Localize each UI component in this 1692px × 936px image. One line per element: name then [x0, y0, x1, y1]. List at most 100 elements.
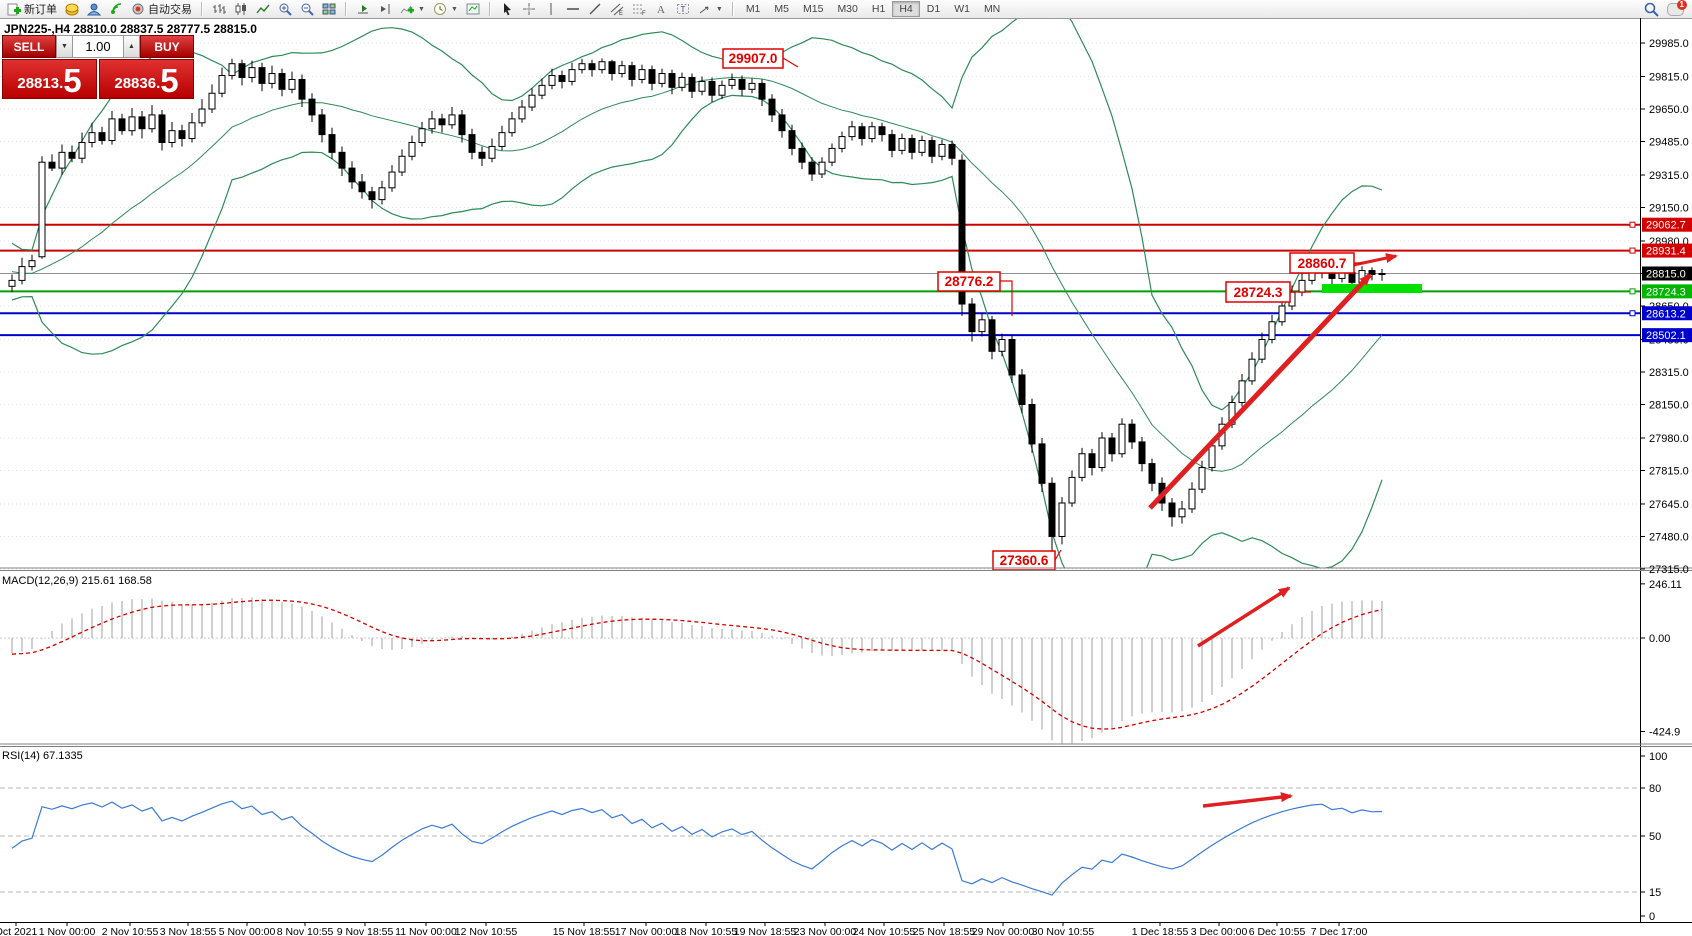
chart-shift-button[interactable] — [374, 1, 396, 17]
gridlines — [0, 42, 1640, 570]
price-badge — [1642, 217, 1692, 232]
annotation-box[interactable] — [937, 271, 1001, 292]
chart-window[interactable]: JPN225-,H4 28810.0 28837.5 28777.5 28815… — [0, 18, 1692, 936]
price-badge-label: 28724.3 — [1646, 286, 1686, 298]
horizontal-line-tool-button[interactable] — [562, 1, 584, 17]
timeframe-button-m15[interactable]: M15 — [796, 1, 830, 17]
candle-body — [308, 98, 316, 116]
channel-tool-button[interactable]: E — [606, 1, 628, 17]
bar-chart-button[interactable] — [208, 1, 230, 17]
text-tool-button[interactable]: A — [650, 1, 672, 17]
zoom-out-button[interactable] — [296, 1, 318, 17]
candle-body — [778, 114, 786, 132]
timeframe-button-mn[interactable]: MN — [977, 1, 1007, 17]
sell-price-big-digit: 5 — [63, 62, 82, 99]
rsi-axis-label: 15 — [1649, 887, 1661, 899]
autotrading-label: 自动交易 — [148, 4, 192, 16]
price-badge-label: 28815.0 — [1646, 268, 1686, 280]
chart-canvas[interactable]: MACD(12,26,9) 215.61 168.58 RSI(14) 67.13… — [0, 18, 1692, 936]
zoom-in-button[interactable] — [274, 1, 296, 17]
buy-price-box[interactable]: 28836. 5 — [99, 59, 194, 99]
macd-axis-label: -424.9 — [1649, 726, 1680, 738]
horizontal-level-lines — [0, 221, 1640, 337]
candle-body — [1088, 453, 1096, 469]
price-badge — [1642, 266, 1692, 281]
candle-body — [1178, 508, 1186, 518]
timeframe-button-m1[interactable]: M1 — [739, 1, 768, 17]
bollinger-lower-band — [11, 94, 1383, 568]
candle-body — [1368, 270, 1376, 275]
templates-button[interactable] — [462, 1, 484, 17]
candle-body — [998, 338, 1006, 352]
candle-body — [48, 161, 56, 169]
buy-button[interactable]: BUY — [140, 35, 194, 58]
periods-button[interactable]: ▼ — [429, 1, 462, 17]
new-order-button[interactable]: 新订单 — [3, 1, 61, 17]
annotation-box[interactable] — [722, 48, 784, 69]
text-label-tool-button[interactable]: T — [672, 1, 694, 17]
candle-body — [538, 84, 546, 96]
candle-chart-button[interactable] — [230, 1, 252, 17]
deposit-button[interactable] — [61, 1, 83, 17]
sell-button[interactable]: SELL — [2, 35, 56, 58]
candles — [8, 58, 1386, 561]
candle-body — [178, 130, 186, 140]
candle-body — [1148, 463, 1156, 484]
price-axis-label: 28315.0 — [1649, 367, 1689, 379]
vertical-line-tool-button[interactable] — [540, 1, 562, 17]
chart-frame — [0, 18, 1692, 923]
timeframe-button-h1[interactable]: H1 — [865, 1, 892, 17]
notifications-button[interactable]: 1 — [1663, 0, 1689, 17]
price-axis-label: 29485.0 — [1649, 137, 1689, 149]
search-button[interactable] — [1640, 1, 1663, 17]
macd-panel: MACD(12,26,9) 215.61 168.58 — [0, 575, 1640, 745]
collapse-caret-icon[interactable]: ▲ — [16, 29, 24, 38]
price-axis-label: 27315.0 — [1649, 564, 1689, 576]
cursor-tool-button[interactable] — [496, 1, 518, 17]
annotation-box[interactable] — [1289, 252, 1355, 274]
candle-body — [8, 279, 16, 287]
annotation-box[interactable] — [1225, 281, 1291, 303]
annotation-leader-line — [1000, 280, 1013, 316]
red-trend-arrow[interactable] — [1197, 586, 1291, 648]
auto-scroll-button[interactable] — [352, 1, 374, 17]
candle-body — [1008, 338, 1016, 376]
time-axis-label: 3 Nov 18:55 — [160, 926, 217, 936]
timeframe-button-d1[interactable]: D1 — [920, 1, 947, 17]
candle-body — [978, 319, 986, 333]
volume-input[interactable] — [73, 35, 123, 58]
annotation-price-label: 28724.3 — [1234, 285, 1283, 300]
shapes-tool-button[interactable]: ▼ — [694, 1, 727, 17]
candle-body — [1078, 453, 1086, 478]
line-chart-button[interactable] — [252, 1, 274, 17]
timeframe-button-m5[interactable]: M5 — [767, 1, 796, 17]
candle-body — [808, 161, 816, 175]
volume-increase-button[interactable]: ▲ — [123, 35, 140, 58]
timeframe-button-w1[interactable]: W1 — [947, 1, 977, 17]
signals-button[interactable] — [105, 1, 127, 17]
timeframe-button-m30[interactable]: M30 — [830, 1, 864, 17]
crosshair-tool-button[interactable] — [518, 1, 540, 17]
signal-icon — [109, 2, 123, 16]
red-trend-arrow[interactable] — [1148, 273, 1372, 510]
indicators-button[interactable]: ▼ — [396, 1, 429, 17]
rsi-axis-label: 100 — [1649, 751, 1667, 763]
macd-signal-line — [11, 599, 1383, 730]
fibonacci-tool-button[interactable]: F — [628, 1, 650, 17]
red-trend-arrow[interactable] — [1202, 792, 1293, 808]
time-axis-label: 12 Nov 10:55 — [455, 926, 518, 936]
candle-body — [148, 114, 156, 130]
timeframe-button-h4[interactable]: H4 — [892, 1, 920, 17]
volume-decrease-button[interactable]: ▼ — [56, 35, 73, 58]
tile-windows-button[interactable] — [318, 1, 340, 17]
candle-body — [268, 73, 276, 84]
new-order-label: 新订单 — [24, 4, 57, 16]
autotrading-button[interactable]: 自动交易 — [127, 1, 196, 17]
trendline-tool-button[interactable] — [584, 1, 606, 17]
time-axis-label: 6 Dec 10:55 — [1249, 926, 1306, 936]
price-axis-label: 29650.0 — [1649, 104, 1689, 116]
price-axis-label: 27480.0 — [1649, 531, 1689, 543]
candle-body — [468, 134, 476, 153]
sell-price-box[interactable]: 28813. 5 — [2, 59, 97, 99]
community-button[interactable] — [83, 1, 105, 17]
